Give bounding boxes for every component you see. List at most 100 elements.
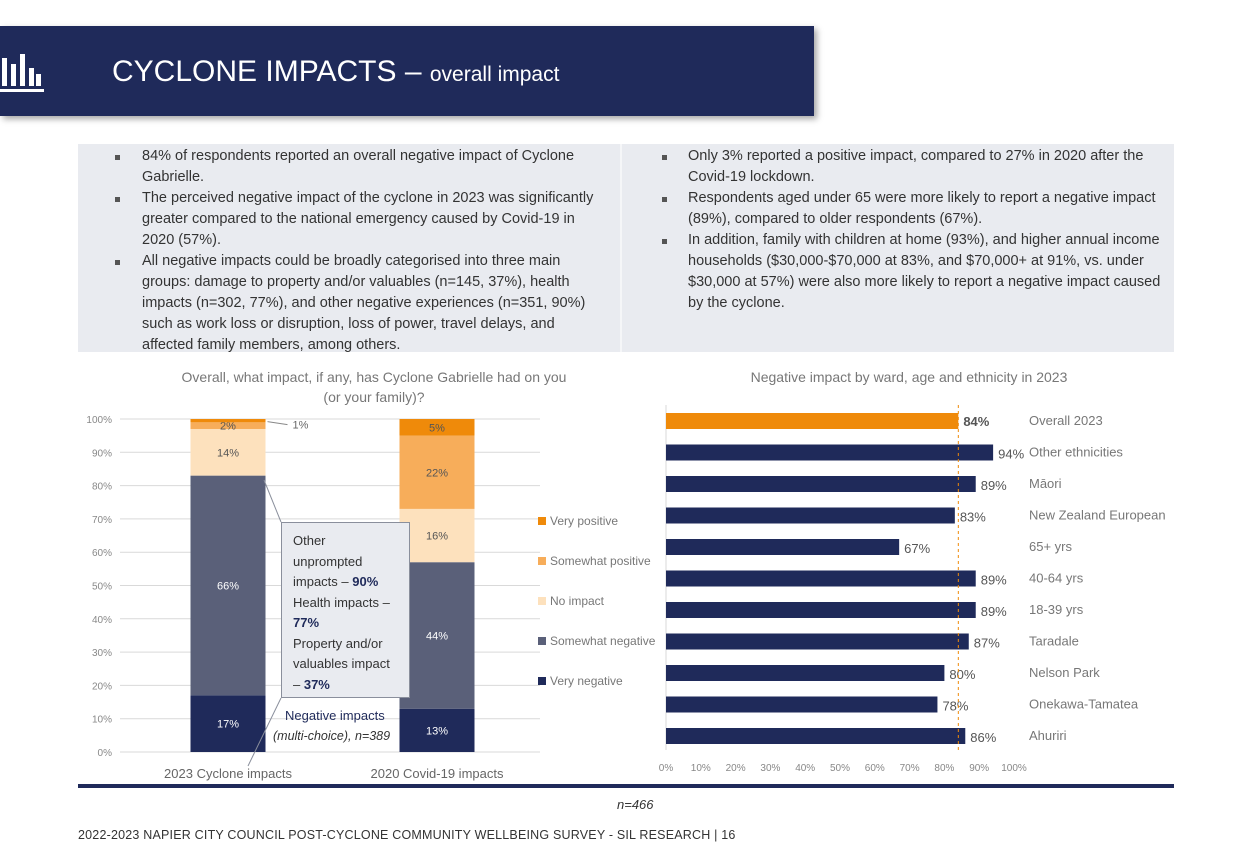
data-label: 22% (426, 467, 448, 479)
data-label: 17% (217, 719, 239, 731)
summary-right-list: Only 3% reported a positive impact, comp… (624, 146, 1169, 314)
y-tick-label: 10% (92, 715, 112, 726)
bar (666, 665, 945, 681)
y-tick-label: 30% (92, 648, 112, 659)
legend-swatch (538, 677, 546, 685)
bar (666, 476, 976, 492)
bar-segment (399, 508, 475, 563)
y-tick-label: 20% (92, 681, 112, 692)
sample-size: n=466 (617, 797, 654, 812)
callout-text: impacts – (293, 574, 353, 589)
category-label: 18-39 yrs (1029, 602, 1084, 617)
bar (666, 696, 938, 713)
category-label: Nelson Park (1029, 665, 1100, 680)
bar-chart-icon (0, 54, 44, 92)
bar-segment (190, 475, 266, 696)
data-label: 87% (974, 636, 1000, 651)
summary-bullet: Respondents aged under 65 were more like… (624, 188, 1169, 230)
bar-segment (399, 562, 475, 709)
x-tick-label: 100% (1001, 763, 1027, 774)
x-tick-label: 90% (969, 763, 989, 774)
data-label: 67% (904, 541, 930, 556)
category-label: Other ethnicities (1029, 445, 1123, 460)
callout-value: 37% (303, 676, 330, 692)
chart-title: Overall, what impact, if any, has Cyclon… (182, 369, 567, 385)
footer-rule (78, 784, 1174, 788)
footer-text: 2022-2023 NAPIER CITY COUNCIL POST-CYCLO… (78, 828, 736, 842)
category-label: Onekawa-Tamatea (1029, 697, 1139, 712)
data-label: 94% (998, 447, 1024, 462)
x-tick-label: 0% (659, 763, 674, 774)
legend-swatch (538, 517, 546, 525)
callout-value: 77% (293, 615, 320, 630)
category-label: 65+ yrs (1029, 539, 1072, 554)
callout-line: unprompted (293, 553, 363, 569)
title-subtitle: overall impact (429, 63, 560, 86)
y-tick-label: 70% (92, 515, 112, 526)
legend-label: Somewhat negative (550, 634, 656, 648)
data-label: 1% (293, 420, 309, 432)
summary-divider (620, 144, 622, 352)
category-label: Ahuriri (1029, 728, 1067, 743)
callout-text: – (293, 676, 304, 692)
x-tick-label: 20% (726, 763, 746, 774)
bar-segment (399, 435, 475, 509)
data-label: 84% (963, 414, 989, 429)
x-tick-label: 50% (830, 763, 850, 774)
chart-title: Negative impact by ward, age and ethnici… (751, 369, 1068, 385)
callout-connector (263, 479, 282, 523)
x-tick-label: 30% (760, 763, 780, 774)
bar (666, 539, 900, 555)
bar-segment (190, 419, 266, 423)
summary-bullet: Only 3% reported a positive impact, comp… (624, 146, 1169, 188)
x-tick-label: 80% (934, 763, 954, 774)
bar (666, 507, 955, 524)
data-label: 80% (949, 667, 975, 682)
data-label: 2% (220, 421, 236, 433)
bar-segment (190, 422, 266, 429)
bar-segment (399, 419, 475, 436)
category-label: 40-64 yrs (1029, 571, 1084, 586)
data-label: 66% (217, 581, 239, 593)
bar (666, 728, 966, 744)
x-tick-label: 2020 Covid-19 impacts (371, 766, 504, 781)
legend-swatch (538, 557, 546, 565)
summary-bullet: The perceived negative impact of the cyc… (78, 188, 608, 251)
negative-impacts-subtitle: (multi-choice), n=389 (273, 729, 391, 743)
x-tick-label: 60% (865, 763, 885, 774)
data-label: 16% (426, 531, 448, 543)
legend-label: Somewhat positive (550, 554, 651, 568)
data-label: 78% (942, 699, 968, 714)
category-label: Overall 2023 (1029, 413, 1103, 428)
data-label: 89% (981, 604, 1007, 619)
legend-label: Very positive (550, 514, 618, 528)
bar (666, 413, 959, 429)
leader-line (267, 421, 288, 426)
data-label: 14% (217, 447, 239, 459)
negative-impacts-label: Negative impacts (multi-choice), n=389 (273, 706, 403, 746)
bar-segment (399, 708, 475, 752)
y-tick-label: 0% (98, 748, 113, 759)
y-tick-label: 60% (92, 548, 112, 559)
callout-line: Property and/or (293, 635, 383, 651)
summary-box: 84% of respondents reported an overall n… (78, 144, 1174, 353)
callout-value: 90% (352, 574, 379, 589)
summary-bullet: All negative impacts could be broadly ca… (78, 251, 608, 356)
x-tick-label: 2023 Cyclone impacts (164, 766, 292, 781)
bar (666, 570, 976, 587)
bar (666, 444, 994, 461)
legend-swatch (538, 637, 546, 645)
y-tick-label: 50% (92, 582, 112, 593)
data-label: 5% (429, 422, 445, 434)
category-label: Taradale (1029, 634, 1079, 649)
negative-impacts-title: Negative impacts (285, 708, 385, 723)
data-label: 83% (960, 510, 986, 525)
summary-left-list: 84% of respondents reported an overall n… (78, 146, 608, 356)
bar (666, 633, 969, 650)
x-tick-label: 70% (900, 763, 920, 774)
callout-line: impacts – 90% (293, 572, 409, 593)
bar-segment (190, 695, 266, 752)
title-main: CYCLONE IMPACTS (112, 55, 397, 88)
callout-line: Other (293, 533, 326, 548)
